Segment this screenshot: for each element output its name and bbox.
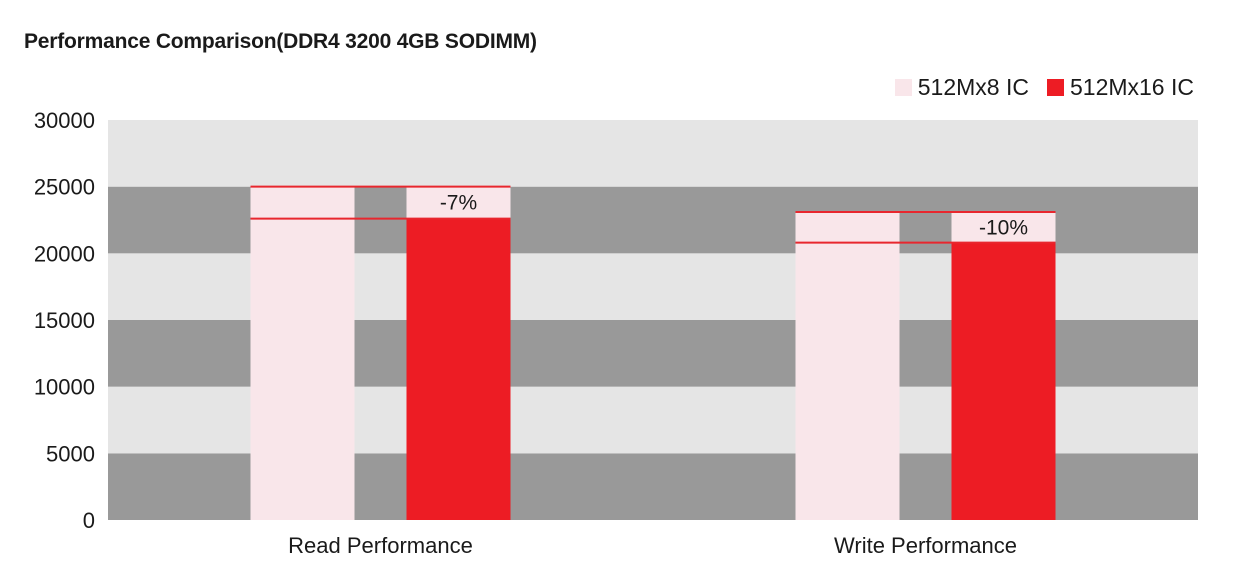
legend-label-series-1: 512Mx8 IC [917,74,1029,100]
grid-band [108,120,1198,187]
legend-item-series-2: 512Mx16 IC [1046,74,1194,101]
difference-label: -10% [979,216,1028,239]
x-category-label: Read Performance [288,533,473,558]
y-tick-label: 15000 [34,308,95,333]
legend: 512Mx8 IC 512Mx16 IC [894,74,1194,101]
y-tick-label: 0 [83,508,95,533]
y-tick-label: 20000 [34,241,95,266]
difference-region [951,212,1056,243]
difference-region [406,186,511,219]
y-tick-label: 10000 [34,375,95,400]
bar-2-1 [406,218,511,520]
bar-1-1 [250,186,355,520]
y-tick-label: 30000 [34,108,95,133]
bar-1-2 [795,212,900,520]
x-category-label: Write Performance [834,533,1017,558]
y-tick-label: 5000 [46,441,95,466]
legend-label-series-2: 512Mx16 IC [1069,74,1194,100]
chart-title: Performance Comparison(DDR4 3200 4GB SOD… [24,30,537,53]
y-tick-label: 25000 [34,175,95,200]
difference-label: -7% [440,192,477,215]
legend-item-series-1: 512Mx8 IC [894,74,1029,101]
legend-swatch-series-2 [1046,79,1064,96]
bar-2-2 [951,242,1056,520]
legend-swatch-series-1 [894,79,912,96]
